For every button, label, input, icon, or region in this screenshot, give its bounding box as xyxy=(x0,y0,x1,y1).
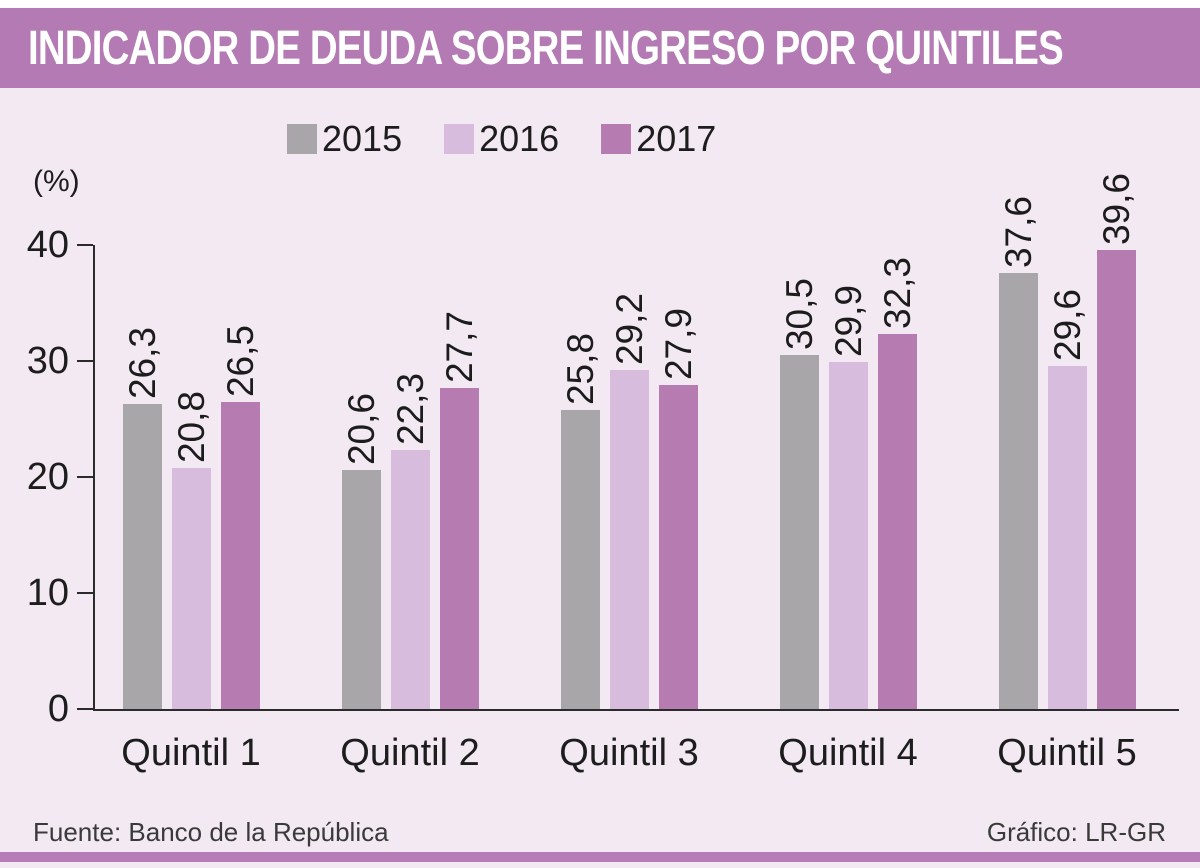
bar-value-label-2016-quintil-1: 20,8 xyxy=(170,390,212,463)
bar-2016-quintil-1 xyxy=(171,467,211,709)
bar-value-label-2015-quintil-3: 25,8 xyxy=(559,332,601,405)
x-category-label-quintil-5: Quintil 5 xyxy=(997,732,1137,774)
legend-swatch-2015 xyxy=(287,124,317,154)
y-tick-label-30: 30 xyxy=(26,340,69,382)
legend: 2015 2016 2017 xyxy=(287,121,716,157)
legend-item-2016: 2016 xyxy=(444,121,559,157)
bar-value-label-2016-quintil-5: 29,6 xyxy=(1046,288,1088,361)
legend-label-2017: 2017 xyxy=(636,118,717,159)
bar-2017-quintil-4 xyxy=(877,334,917,709)
y-axis-line xyxy=(93,245,95,711)
x-category-label-quintil-2: Quintil 2 xyxy=(340,732,480,774)
legend-label-2015: 2015 xyxy=(322,118,403,159)
bar-value-label-2015-quintil-1: 26,3 xyxy=(121,326,163,399)
bar-value-label-2015-quintil-5: 37,6 xyxy=(997,195,1039,268)
bar-2016-quintil-2 xyxy=(390,450,430,709)
bar-value-label-2017-quintil-2: 27,7 xyxy=(438,310,480,383)
y-tick-10 xyxy=(77,592,93,594)
bar-value-label-2016-quintil-2: 22,3 xyxy=(389,373,431,446)
plot-area: 0 10 20 30 40 26,3 20,8 26,5 20,6 22,3 27,7 25,8 29,… xyxy=(27,173,1179,728)
bar-2017-quintil-3 xyxy=(658,385,698,709)
bar-value-label-2016-quintil-4: 29,9 xyxy=(827,285,869,358)
top-margin-strip xyxy=(0,0,1200,8)
y-tick-label-10: 10 xyxy=(26,572,69,614)
bar-value-label-2017-quintil-3: 27,9 xyxy=(657,308,699,381)
y-tick-30 xyxy=(77,360,93,362)
bar-2015-quintil-1 xyxy=(122,403,162,709)
title-band: INDICADOR DE DEUDA SOBRE INGRESO POR QUI… xyxy=(0,8,1200,88)
bar-value-label-2017-quintil-5: 39,6 xyxy=(1095,172,1137,245)
y-tick-label-0: 0 xyxy=(47,688,69,730)
y-tick-0 xyxy=(77,708,93,710)
bar-value-label-2017-quintil-4: 32,3 xyxy=(876,257,918,330)
x-category-label-quintil-1: Quintil 1 xyxy=(121,732,261,774)
bar-value-label-2015-quintil-2: 20,6 xyxy=(340,393,382,466)
bar-2015-quintil-2 xyxy=(341,470,381,709)
legend-swatch-2016 xyxy=(444,124,475,154)
y-tick-label-40: 40 xyxy=(26,224,69,266)
bar-value-label-2017-quintil-1: 26,5 xyxy=(219,324,261,397)
bar-2017-quintil-2 xyxy=(439,387,479,709)
y-tick-label-20: 20 xyxy=(26,456,69,498)
bar-value-label-2016-quintil-3: 29,2 xyxy=(608,293,650,366)
bar-2017-quintil-5 xyxy=(1096,249,1136,709)
bar-2016-quintil-3 xyxy=(609,370,649,709)
x-axis-line xyxy=(93,709,1179,711)
legend-item-2015: 2015 xyxy=(287,121,402,157)
y-tick-20 xyxy=(77,476,93,478)
bar-2015-quintil-5 xyxy=(998,272,1038,709)
bar-value-label-2015-quintil-4: 30,5 xyxy=(778,278,820,351)
source-note: Fuente: Banco de la República xyxy=(33,817,389,847)
bar-2017-quintil-1 xyxy=(220,401,260,709)
legend-swatch-2017 xyxy=(601,124,632,154)
bar-2015-quintil-4 xyxy=(779,355,819,709)
y-axis-unit-label: (%) xyxy=(33,165,80,198)
bar-2016-quintil-4 xyxy=(828,362,868,709)
x-category-label-quintil-4: Quintil 4 xyxy=(778,732,918,774)
page-title: INDICADOR DE DEUDA SOBRE INGRESO POR QUI… xyxy=(28,21,1064,75)
bar-2015-quintil-3 xyxy=(560,409,600,709)
legend-label-2016: 2016 xyxy=(479,118,560,159)
bottom-accent-strip xyxy=(0,852,1200,862)
credit-note: Gráfico: LR-GR xyxy=(986,817,1166,847)
legend-item-2017: 2017 xyxy=(601,121,716,157)
x-category-label-quintil-3: Quintil 3 xyxy=(559,732,699,774)
y-tick-40 xyxy=(77,244,93,246)
bar-2016-quintil-5 xyxy=(1047,365,1087,709)
